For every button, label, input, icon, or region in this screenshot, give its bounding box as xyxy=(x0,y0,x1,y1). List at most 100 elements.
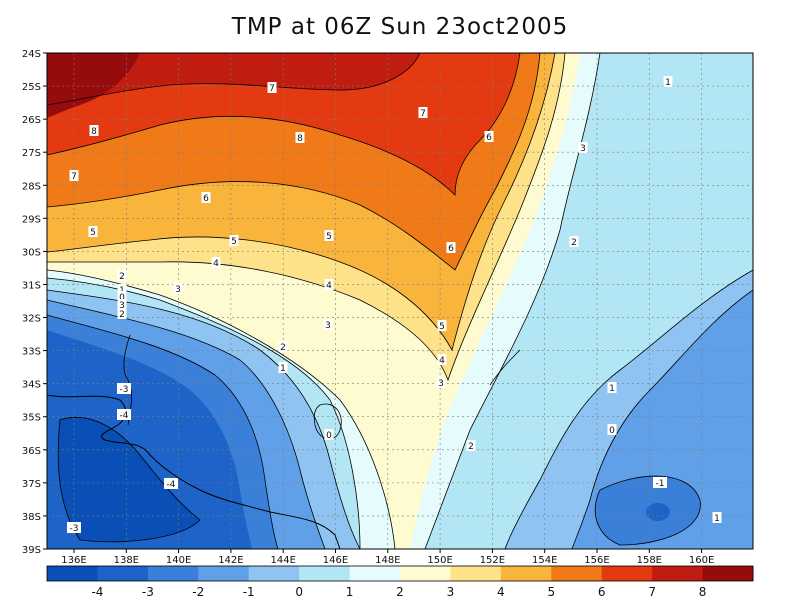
contour-label-bg xyxy=(653,477,667,488)
lat-tick-label: 35S xyxy=(22,413,41,424)
contour-label: -1 xyxy=(656,479,665,489)
lat-tick-labels: 24S 25S 26S 27S 28S 29S 30S 31S 32S 33S 34S 35S 36S 3… xyxy=(22,49,47,556)
contour-label: -4 xyxy=(120,411,129,421)
contour-label: 1 xyxy=(609,384,615,394)
contour-label: 3 xyxy=(580,144,586,154)
lat-tick-label: 24S xyxy=(22,49,41,60)
contour-label-bg xyxy=(324,230,334,241)
contour-label-bg xyxy=(117,270,127,281)
contour-label: 4 xyxy=(213,259,219,269)
contour-label-bg xyxy=(663,76,673,87)
lon-tick-label: 136E xyxy=(61,555,86,566)
contour-label-bg xyxy=(607,424,617,435)
lon-tick-label: 146E xyxy=(323,555,348,566)
contour-label-bg xyxy=(229,235,239,246)
contour-label-bg xyxy=(267,82,277,93)
colorbar-swatch xyxy=(500,566,552,581)
contour-labels-layer: 78787613655562434210321534213002-3-4-4-3… xyxy=(67,76,722,534)
lat-tick-label: 37S xyxy=(22,479,41,490)
lat-tick-label: 36S xyxy=(22,446,41,457)
contour-label: 1 xyxy=(714,514,720,524)
contour-label: 6 xyxy=(486,133,492,143)
colorbar-swatch xyxy=(97,566,149,581)
contour-label-bg xyxy=(69,170,79,181)
colorbar-label: -2 xyxy=(192,585,204,599)
contour-label-bg xyxy=(324,429,334,440)
contour-label: 3 xyxy=(438,379,444,389)
colorbar-swatch xyxy=(450,566,502,581)
colorbar-label: 8 xyxy=(699,585,707,599)
contour-label: 1 xyxy=(280,364,286,374)
contour-label: 0 xyxy=(609,426,615,436)
contour-label: 2 xyxy=(119,310,125,320)
colorbar-label: 3 xyxy=(447,585,455,599)
colorbar-label: 4 xyxy=(497,585,505,599)
colorbar-label: 5 xyxy=(547,585,555,599)
coastline-east-path xyxy=(489,349,521,386)
contour-label-bg xyxy=(607,382,617,393)
lat-tick-label: 32S xyxy=(22,314,41,325)
contour-label-bg xyxy=(323,319,333,330)
contour-label: 6 xyxy=(203,194,209,204)
contour-line xyxy=(47,314,279,549)
contour-label-bg xyxy=(173,283,183,294)
contour-label-bg xyxy=(117,284,127,295)
contour-label: 5 xyxy=(90,228,96,238)
contour-line xyxy=(47,53,421,106)
contour-line xyxy=(57,417,201,543)
lon-tick-label: 138E xyxy=(114,555,139,566)
colorbar-swatch xyxy=(601,566,653,581)
contour-label: 5 xyxy=(439,322,445,332)
plot-frame xyxy=(46,52,754,550)
lat-tick-label: 39S xyxy=(22,545,41,556)
contour-label: -3 xyxy=(120,385,129,395)
lon-tick-label: 160E xyxy=(689,555,714,566)
contour-label: 8 xyxy=(297,134,303,144)
map-title: TMP at 06Z Sun 23oct2005 xyxy=(231,14,569,40)
contour-label-bg xyxy=(117,299,127,310)
band-neg4-neg3 xyxy=(58,417,201,542)
lon-tick-label: 152E xyxy=(480,555,505,566)
lon-tick-label: 140E xyxy=(166,555,191,566)
contour-label: 5 xyxy=(231,237,237,247)
colorbar-label: 0 xyxy=(295,585,303,599)
contour-label: 2 xyxy=(571,238,577,248)
contour-label: 6 xyxy=(448,244,454,254)
contour-label: 1 xyxy=(665,78,671,88)
contour-label-bg xyxy=(466,440,476,451)
contour-label-bg xyxy=(278,341,288,352)
colorbar-swatch xyxy=(299,566,351,581)
coastline-path xyxy=(47,394,341,549)
colorbar-swatch xyxy=(248,566,300,581)
colorbar-label: -4 xyxy=(91,585,103,599)
band-7-8 xyxy=(47,53,520,195)
band-8-plus xyxy=(47,53,420,105)
lon-tick-label: 154E xyxy=(532,555,557,566)
contour-line xyxy=(47,53,521,196)
lat-tick-label: 25S xyxy=(22,82,41,93)
lon-tick-label: 158E xyxy=(637,555,662,566)
colorbar-swatch xyxy=(147,566,199,581)
colorbar-swatch xyxy=(198,566,250,581)
colorbar-swatch xyxy=(349,566,401,581)
lat-tick-label: 38S xyxy=(22,512,41,523)
lon-tick-label: 156E xyxy=(584,555,609,566)
contour-label-bg xyxy=(117,308,127,319)
colorbar-swatch xyxy=(47,566,98,581)
contour-label: 2 xyxy=(280,343,286,353)
contour-label-bg xyxy=(164,478,178,489)
colorbar-label: 1 xyxy=(346,585,354,599)
contour-fill-layer xyxy=(47,53,753,549)
colorbar-swatch xyxy=(702,566,754,581)
colorbar-label: 2 xyxy=(396,585,404,599)
contour-label: 5 xyxy=(326,232,332,242)
band-max xyxy=(47,53,140,118)
contour-label-bg xyxy=(436,377,446,388)
contour-lines xyxy=(47,53,753,549)
contour-label: 8 xyxy=(91,127,97,137)
contour-label-bg xyxy=(418,107,428,118)
contour-label: 2 xyxy=(119,272,125,282)
contour-label-bg xyxy=(437,320,447,331)
contour-line xyxy=(47,299,326,549)
contour-label: 4 xyxy=(326,281,332,291)
